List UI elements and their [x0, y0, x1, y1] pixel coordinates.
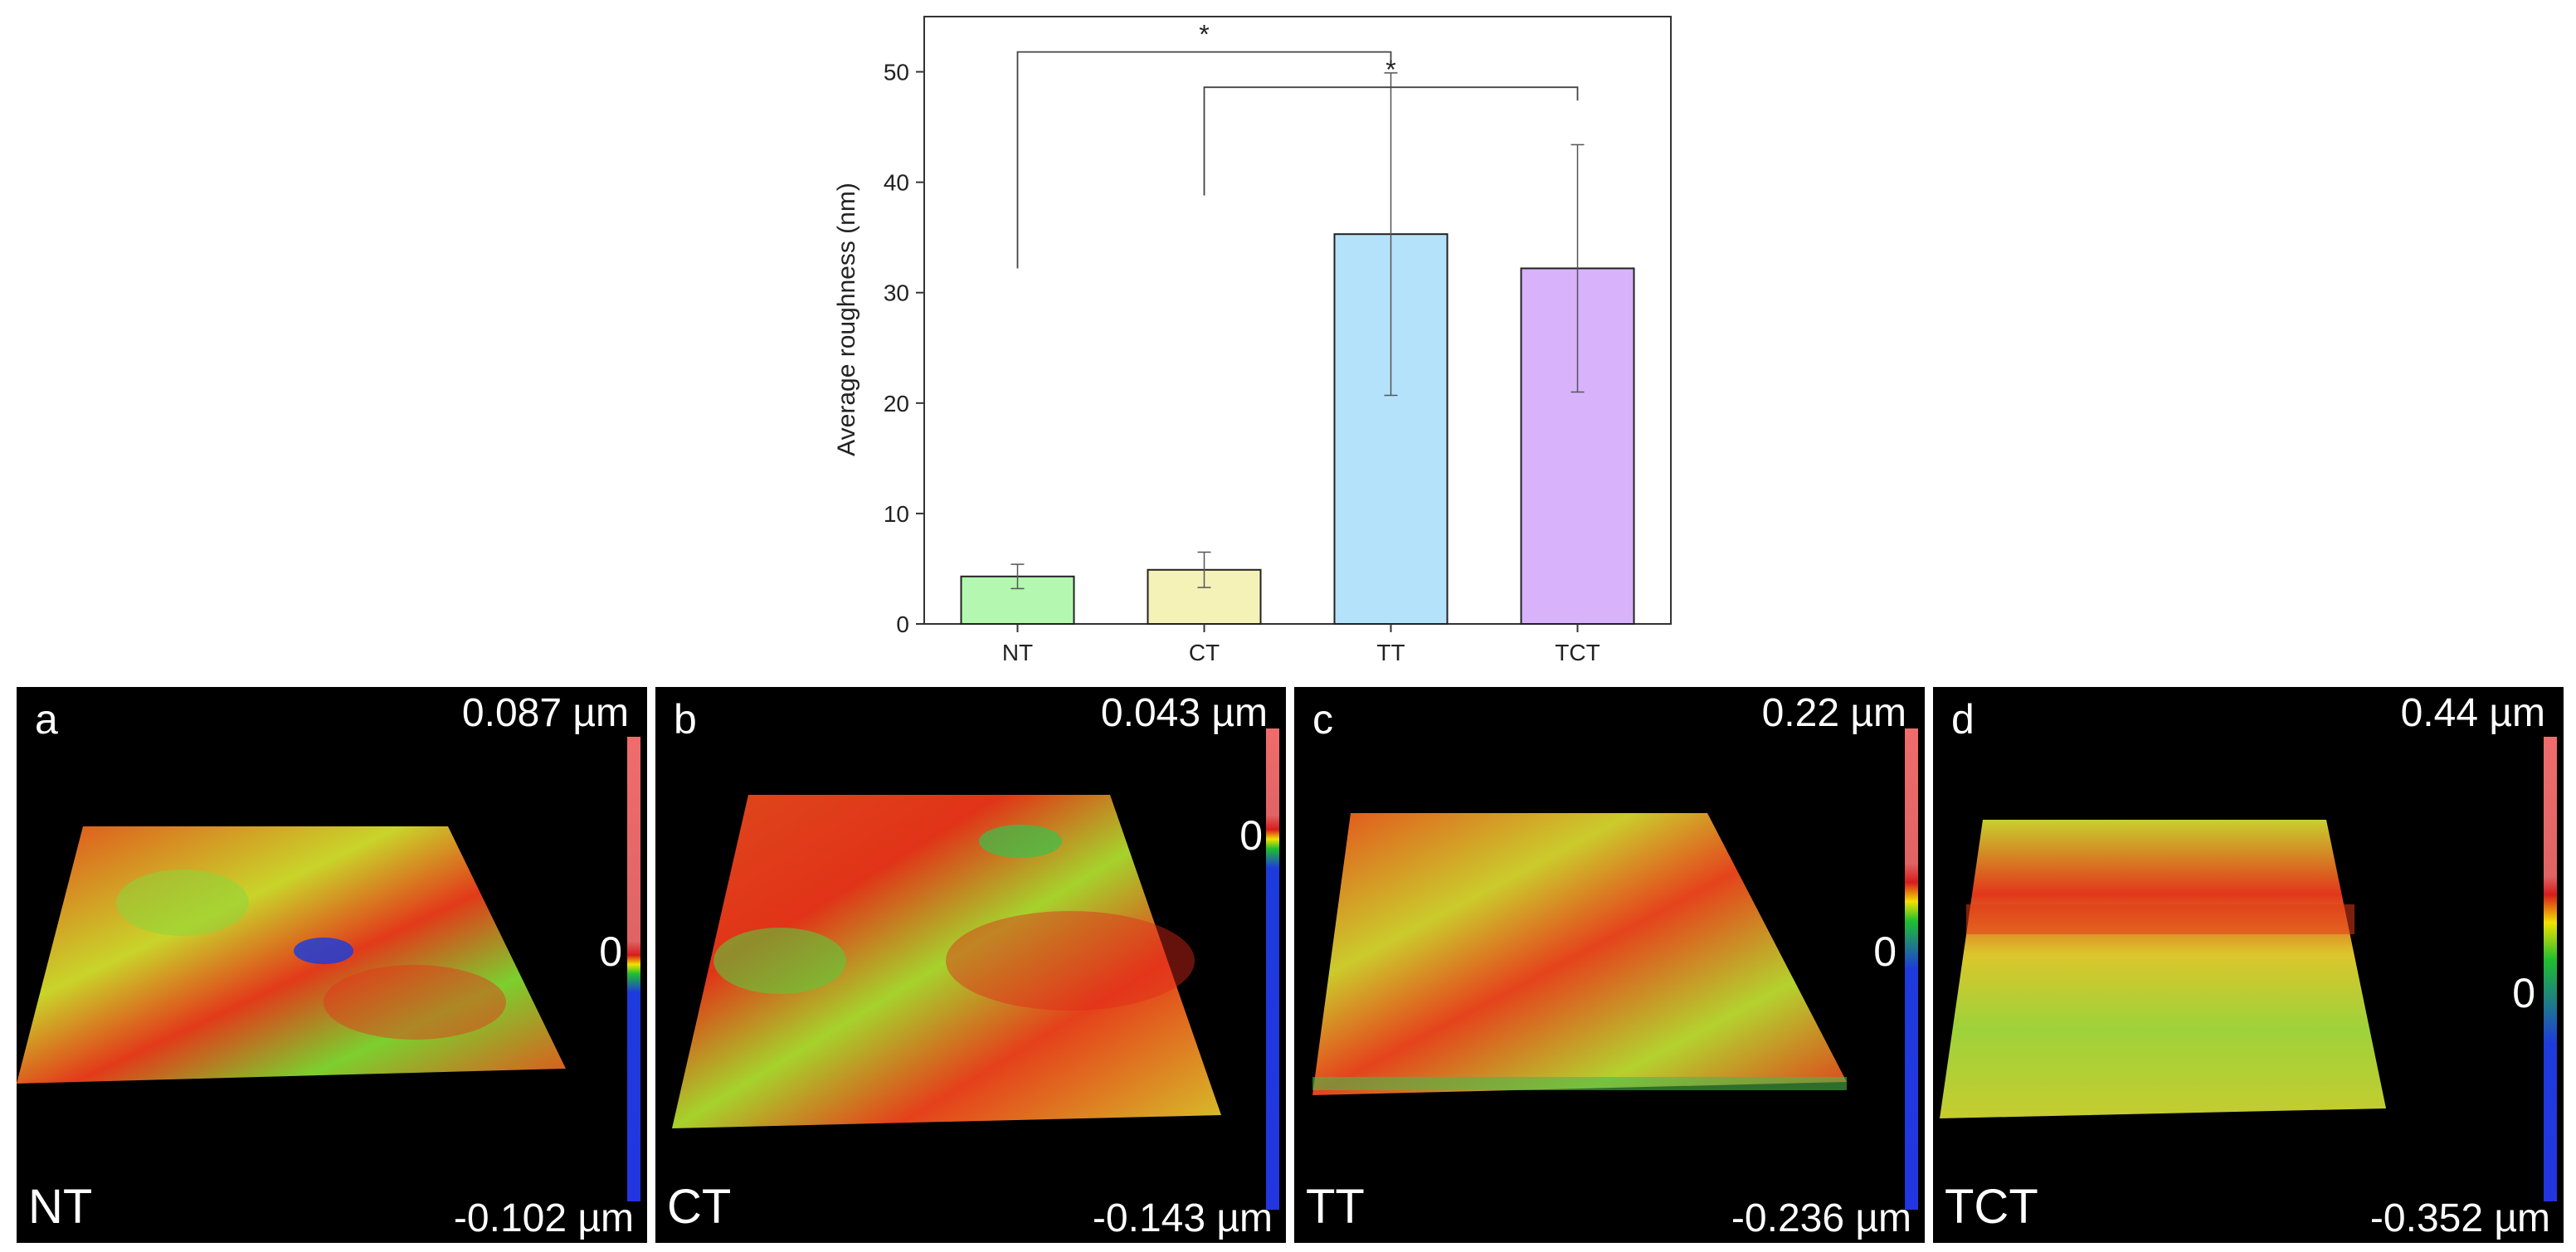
significance-bracket [1203, 86, 1579, 196]
significance-marker: * [1385, 55, 1395, 85]
scale-max: 0.44 µm [2400, 691, 2545, 735]
panel-c: c TT 0.22 µm -0.236 µm 0 [1294, 687, 1925, 1243]
y-tick-label: 40 [884, 170, 909, 196]
sample-label: NT [28, 1180, 93, 1234]
x-tick-label: CT [1189, 640, 1220, 664]
panel-d: d TCT 0.44 µm -0.352 µm 0 [1933, 687, 2564, 1243]
surface-plot-tct [1940, 820, 2386, 1118]
y-axis-label: Average roughness (nm) [833, 183, 860, 456]
panel-letter: c [1312, 696, 1333, 743]
color-scale-bar [627, 737, 640, 1201]
panel-letter: b [674, 696, 697, 743]
significance-bracket [1016, 51, 1392, 269]
sample-label: TT [1306, 1180, 1365, 1234]
x-tick-label: NT [1002, 640, 1033, 664]
scale-max: 0.22 µm [1761, 691, 1906, 735]
y-tick-label: 30 [884, 280, 909, 306]
x-tick-label: TCT [1555, 640, 1600, 664]
sample-label: TCT [1945, 1180, 2038, 1234]
scale-min: -0.143 µm [1092, 1196, 1273, 1240]
surface-plot-nt [17, 826, 566, 1084]
scale-zero: 0 [1239, 812, 1263, 859]
y-tick-label: 50 [884, 60, 909, 85]
panel-letter: a [35, 696, 58, 743]
y-tick-label: 20 [884, 391, 909, 417]
roughness-bar-chart: 0 10 20 30 40 50 NT CT TT TCT * * Average roughness… [833, 16, 1672, 664]
plot-frame [923, 16, 1672, 625]
panel-b: b CT 0.043 µm -0.143 µm 0 [655, 687, 1286, 1243]
y-tick-label: 0 [896, 611, 909, 637]
scale-min: -0.102 µm [453, 1196, 634, 1240]
color-scale-bar [1905, 728, 1918, 1210]
surface-plot-tt [1312, 813, 1847, 1095]
y-tick-label: 10 [884, 501, 909, 527]
scale-max: 0.087 µm [461, 691, 629, 735]
significance-marker: * [1199, 20, 1209, 50]
panel-letter: d [1951, 696, 1975, 743]
surface-plot-ct [672, 795, 1221, 1128]
color-scale-bar [1266, 728, 1279, 1210]
scale-min: -0.352 µm [2369, 1196, 2550, 1240]
panel-a: a NT 0.087 µm -0.102 µm 0 [17, 687, 647, 1243]
scale-min: -0.236 µm [1731, 1196, 1911, 1240]
scale-zero: 0 [2512, 970, 2535, 1016]
scale-max: 0.043 µm [1100, 691, 1268, 735]
scale-zero: 0 [599, 928, 622, 975]
sample-label: CT [667, 1180, 732, 1234]
scale-zero: 0 [1873, 928, 1897, 975]
x-tick-label: TT [1376, 640, 1405, 664]
color-scale-bar [2544, 737, 2557, 1201]
